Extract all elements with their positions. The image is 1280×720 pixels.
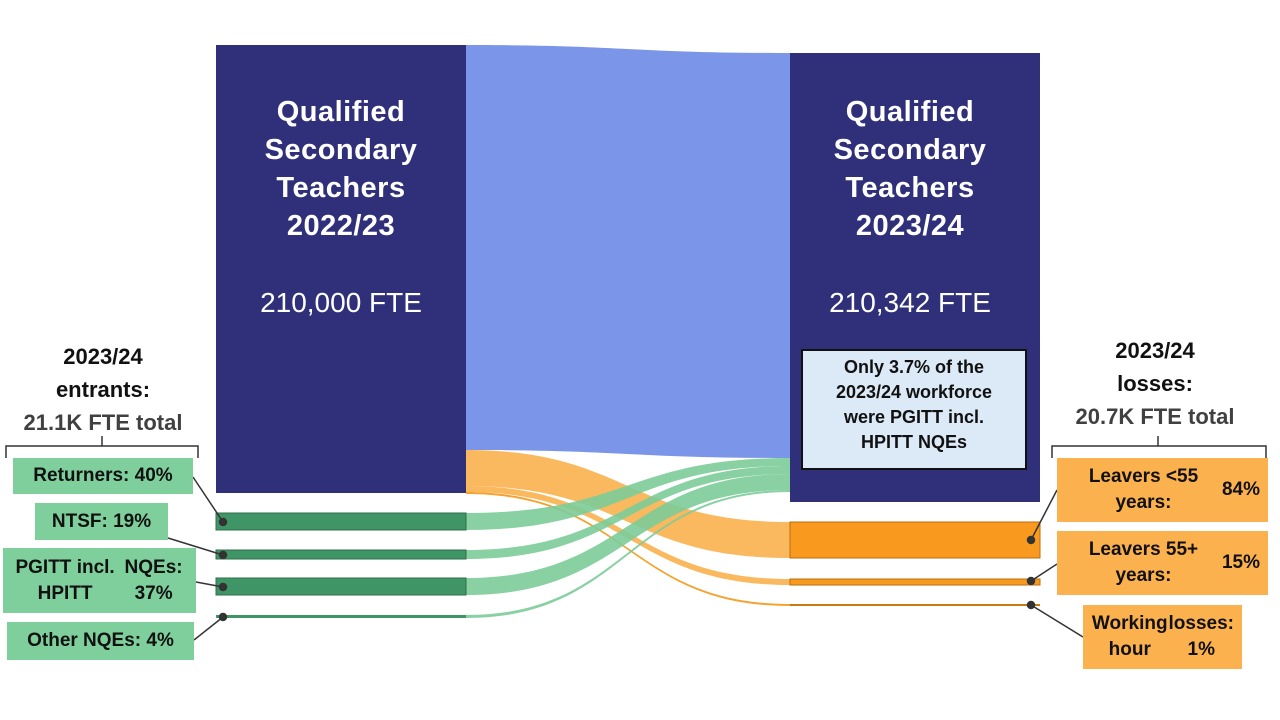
label-leavers-55-plus: Leavers 55+ years: 15% — [1057, 531, 1268, 595]
label-working-hour-losses: Working hour losses: 1% — [1083, 605, 1242, 669]
loss-leader-lines — [1026, 489, 1084, 638]
bar-leavers-under-55 — [789, 521, 1041, 559]
flow-ntsf — [466, 466, 790, 559]
entrants-heading: 2023/24 entrants: 21.1K FTE total — [0, 340, 206, 439]
losses-heading: 2023/24 losses: 20.7K FTE total — [1052, 334, 1258, 433]
entrant-leader-lines — [167, 476, 228, 641]
right-node-title: Qualified Secondary Teachers 2023/24 — [833, 96, 987, 242]
label-pgitt: PGITT incl. HPITT NQEs: 37% — [3, 548, 196, 613]
pgitt-share-note: Only 3.7% of the 2023/24 workforce were … — [801, 349, 1027, 470]
flow-working-hour-losses — [466, 492, 790, 606]
left-node-fte: 210,000 FTE — [260, 287, 422, 318]
right-node-fte: 210,342 FTE — [829, 287, 991, 318]
bar-working-hour-losses — [790, 604, 1040, 606]
bar-ntsf — [215, 549, 467, 560]
flow-leavers-under-55 — [466, 450, 790, 558]
label-other-nqes: Other NQEs: 4% — [7, 622, 194, 660]
flow-retained-teachers — [466, 45, 790, 458]
entrants-total: 21.1K FTE total — [23, 410, 183, 435]
losses-brace — [1051, 436, 1267, 458]
entrants-brace — [5, 436, 199, 458]
losses-total: 20.7K FTE total — [1075, 404, 1235, 429]
node-teachers-2022-23 — [216, 45, 466, 493]
flow-pgitt — [466, 474, 790, 595]
flow-returners — [466, 458, 790, 530]
label-leavers-under-55: Leavers <55 years: 84% — [1057, 458, 1268, 522]
flow-other-nqes — [466, 490, 790, 618]
label-ntsf: NTSF: 19% — [35, 503, 168, 540]
bar-other-nqes — [216, 615, 466, 618]
left-node-title: Qualified Secondary Teachers 2022/23 — [264, 96, 418, 242]
bar-leavers-55-plus — [789, 578, 1041, 586]
bar-returners — [215, 512, 467, 531]
label-returners: Returners: 40% — [13, 458, 193, 494]
bar-pgitt — [215, 577, 467, 596]
